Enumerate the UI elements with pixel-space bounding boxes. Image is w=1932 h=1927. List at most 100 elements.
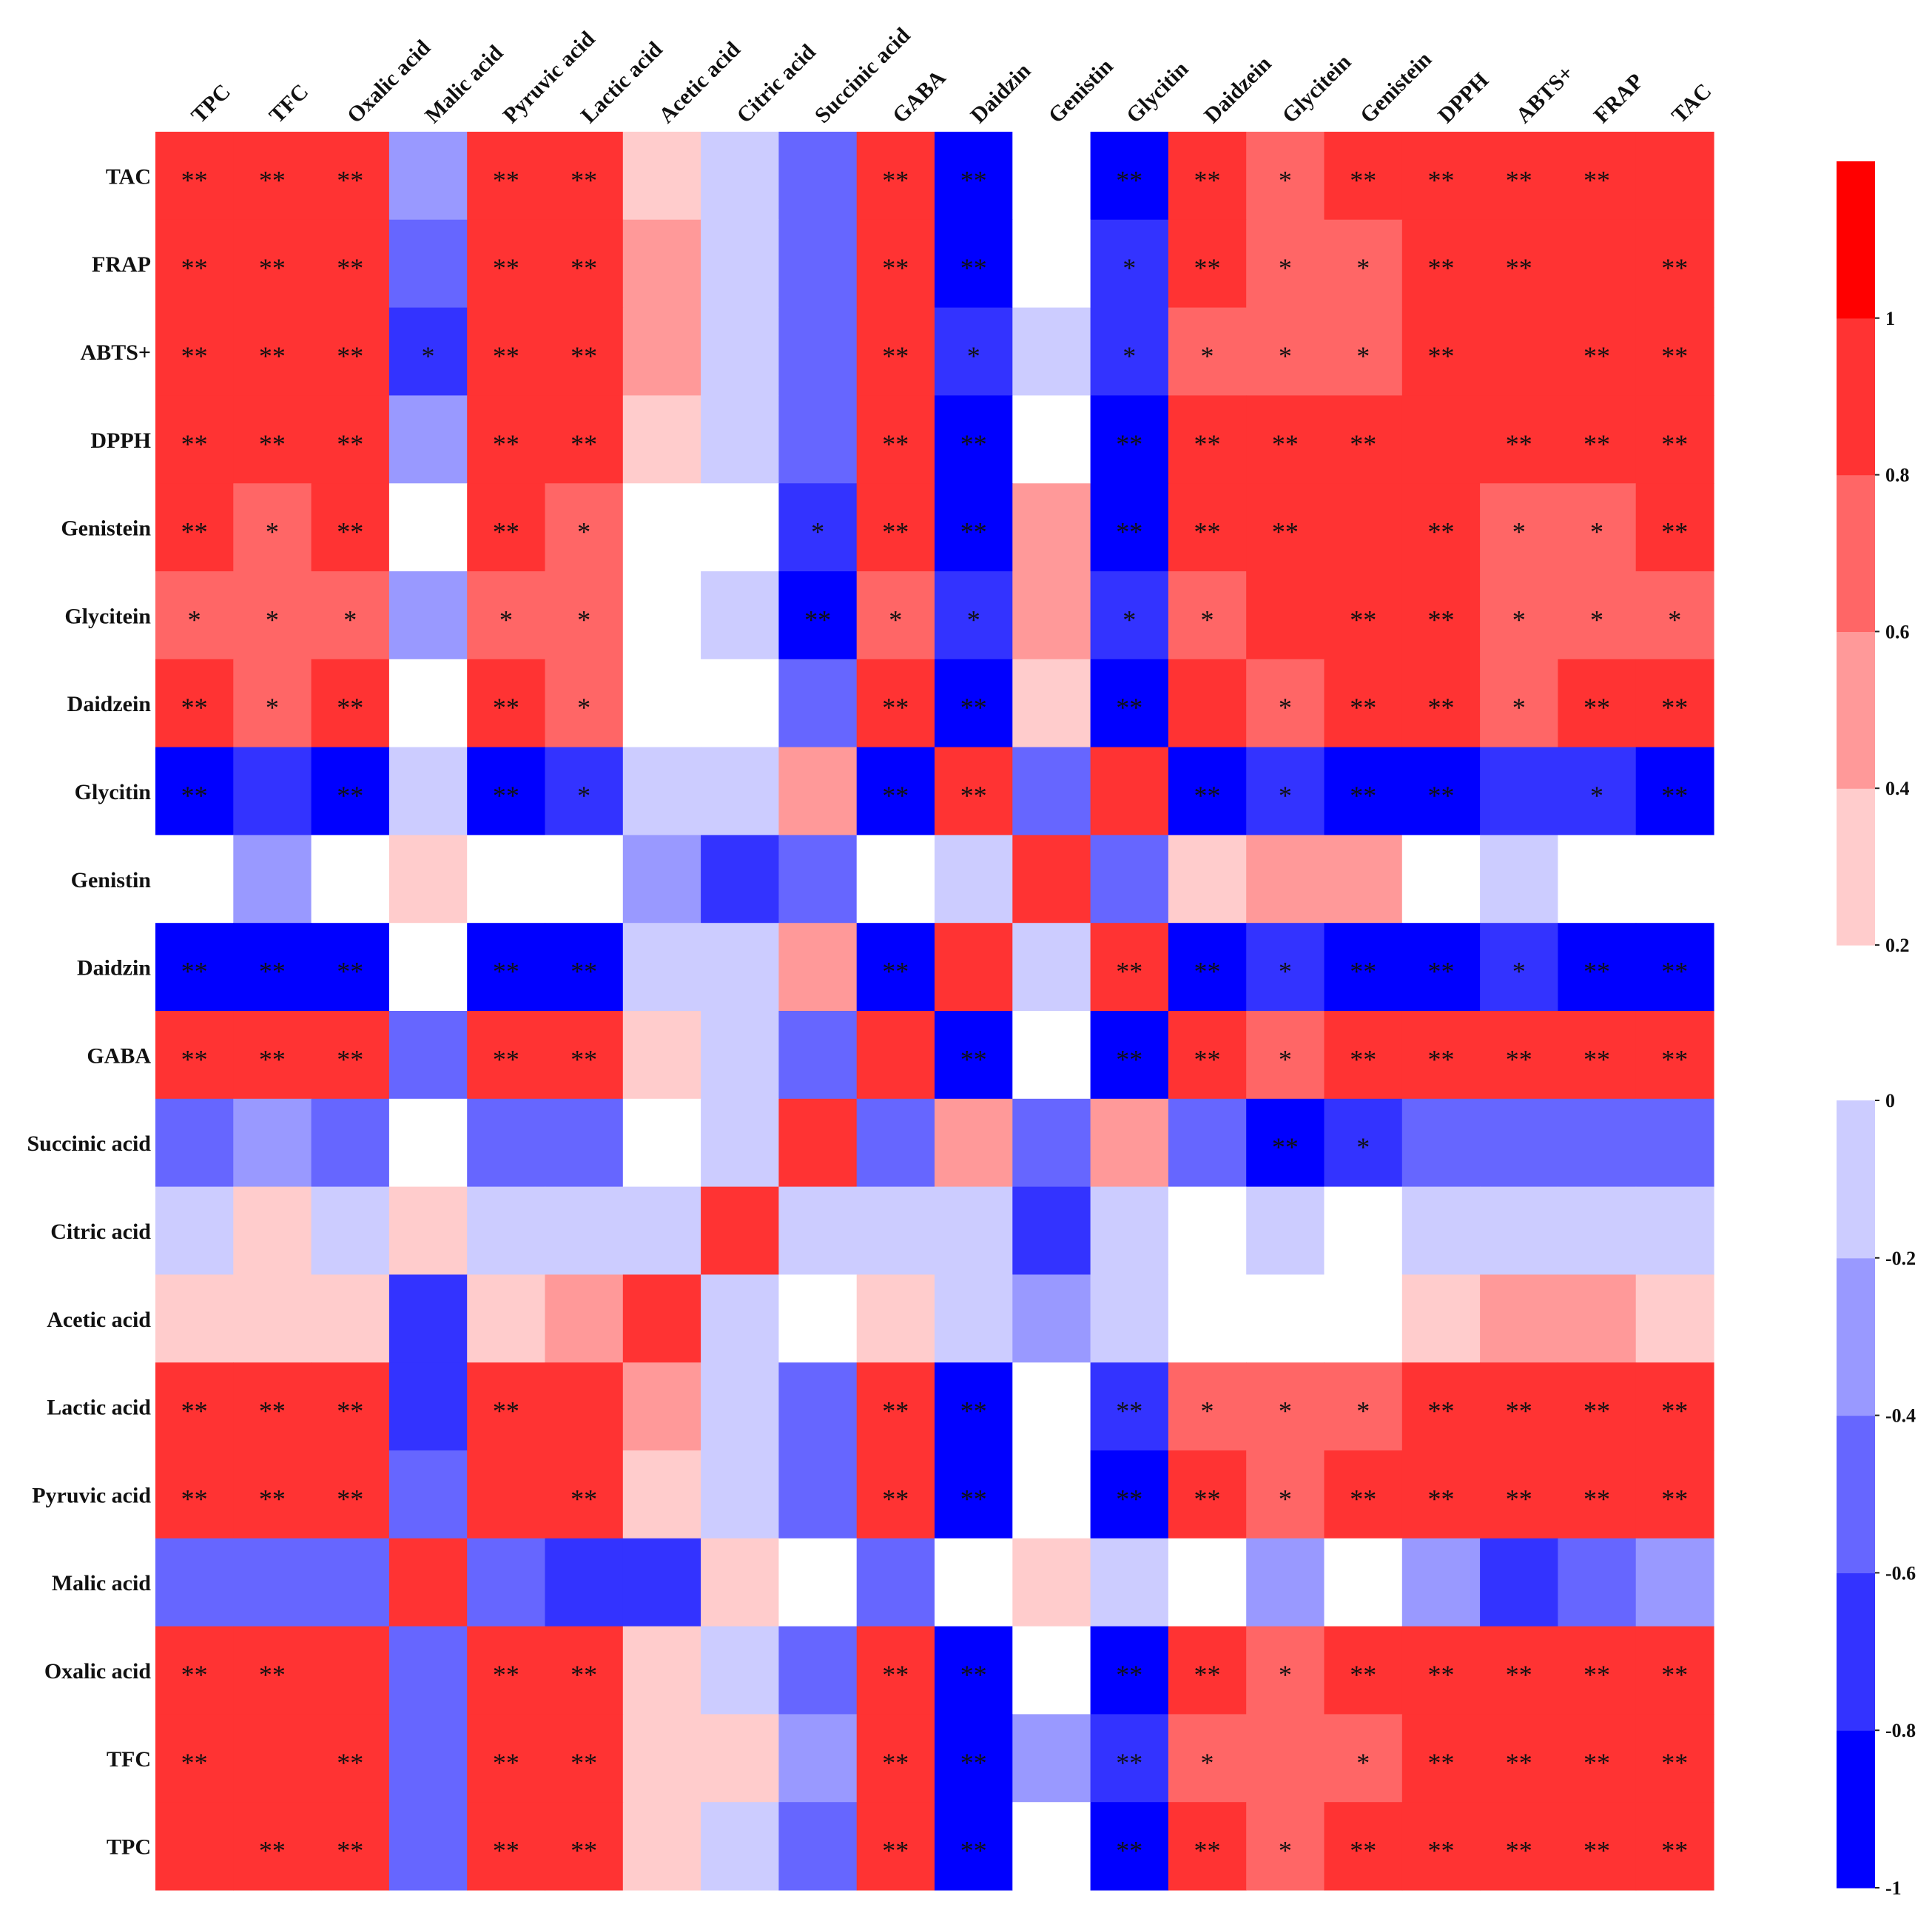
heatmap-cell <box>778 747 858 835</box>
heatmap-cell <box>701 747 779 835</box>
significance-marker: * <box>1279 1660 1292 1689</box>
heatmap-cell <box>1558 923 1637 1012</box>
colorbar-swatch <box>1837 1100 1875 1259</box>
significance-marker: ** <box>1428 957 1455 986</box>
heatmap-cell <box>233 1714 312 1803</box>
heatmap-cell <box>545 1450 624 1539</box>
significance-marker: ** <box>1272 429 1299 459</box>
heatmap-cell <box>935 1450 1013 1539</box>
heatmap-cell <box>701 395 779 484</box>
heatmap-cell <box>856 1274 935 1363</box>
significance-marker: ** <box>1506 1748 1532 1778</box>
heatmap-cell <box>1635 747 1714 835</box>
heatmap-cell <box>1090 747 1169 835</box>
significance-marker: * <box>1279 1484 1292 1513</box>
significance-marker: ** <box>882 429 909 459</box>
heatmap-cell <box>388 307 468 396</box>
row-label-frap: FRAP <box>92 252 151 277</box>
significance-marker: ** <box>1583 1660 1610 1689</box>
heatmap-cell <box>311 571 390 660</box>
heatmap-cell <box>1168 1186 1247 1275</box>
heatmap-cell <box>778 835 858 924</box>
significance-marker: ** <box>1661 517 1688 547</box>
heatmap-cell <box>1246 571 1325 660</box>
heatmap-cell <box>1558 219 1637 309</box>
heatmap-cell <box>1401 571 1481 660</box>
heatmap-cell <box>856 1011 935 1100</box>
heatmap-cell <box>545 219 624 309</box>
heatmap-cell <box>311 1802 390 1891</box>
heatmap-cell <box>1168 1714 1247 1803</box>
heatmap-cell <box>701 923 779 1012</box>
heatmap-cell <box>1480 483 1558 572</box>
heatmap-cell <box>935 1714 1013 1803</box>
heatmap-cell <box>1246 835 1325 924</box>
heatmap-cell <box>701 1011 779 1100</box>
significance-marker: ** <box>882 341 909 371</box>
heatmap-cell <box>1090 1011 1169 1100</box>
colorbar-tick-label: 0.6 <box>1885 621 1910 642</box>
heatmap-cell <box>935 307 1013 396</box>
significance-marker: * <box>1279 1396 1292 1426</box>
heatmap-cell <box>311 1011 390 1100</box>
significance-marker: ** <box>493 253 519 283</box>
heatmap-cell <box>1012 1011 1091 1100</box>
heatmap-cell <box>467 659 546 748</box>
heatmap-cell <box>1558 1274 1637 1363</box>
heatmap-cell <box>311 747 390 835</box>
heatmap-cell <box>701 659 779 748</box>
significance-marker: ** <box>1583 341 1610 371</box>
heatmap-cell <box>467 1274 546 1363</box>
heatmap-cell <box>622 1714 701 1803</box>
heatmap-cell <box>1090 659 1169 748</box>
heatmap-cell <box>1635 1362 1714 1451</box>
heatmap-cell <box>545 132 624 221</box>
significance-marker: ** <box>259 957 286 986</box>
column-label-tfc: TFC <box>265 79 314 128</box>
significance-marker: ** <box>493 341 519 371</box>
heatmap-cell <box>233 1626 312 1715</box>
significance-markers: ** ** ** ** ** ** ** ** ** * ** ** ** **** ** ** ** ** ** *… <box>181 165 1689 1865</box>
heatmap-cell <box>1168 219 1247 309</box>
significance-marker: ** <box>1661 781 1688 810</box>
colorbar-swatch <box>1837 788 1875 946</box>
heatmap-cell <box>1558 395 1637 484</box>
heatmap-cell <box>622 571 701 660</box>
significance-marker: ** <box>570 341 597 371</box>
significance-marker: ** <box>1194 1044 1221 1074</box>
significance-marker: * <box>266 517 279 547</box>
heatmap-cell <box>701 132 779 221</box>
significance-marker: ** <box>1116 693 1142 722</box>
significance-marker: ** <box>337 341 363 371</box>
row-label-oxalic-acid: Oxalic acid <box>44 1659 151 1684</box>
heatmap-cell <box>935 219 1013 309</box>
heatmap-cell <box>935 395 1013 484</box>
heatmap-cell <box>701 835 779 924</box>
significance-marker: * <box>577 605 590 634</box>
significance-marker: ** <box>1350 1044 1376 1074</box>
heatmap-cell <box>311 1450 390 1539</box>
heatmap-cell <box>1168 307 1247 396</box>
heatmap-cell <box>1635 1274 1714 1363</box>
heatmap-cell <box>233 219 312 309</box>
heatmap-cell <box>1246 395 1325 484</box>
heatmap-cell <box>1090 1186 1169 1275</box>
significance-marker: * <box>1201 1748 1214 1778</box>
heatmap-cell <box>1480 1626 1558 1715</box>
significance-marker: ** <box>337 1836 363 1866</box>
heatmap-cell <box>1401 1714 1481 1803</box>
significance-marker: ** <box>1194 781 1221 810</box>
heatmap-cell <box>701 1538 779 1627</box>
heatmap-cell <box>1401 483 1481 572</box>
heatmap-cell <box>233 307 312 396</box>
heatmap-cell <box>545 1626 624 1715</box>
significance-marker: ** <box>1428 693 1455 722</box>
heatmap-cell <box>155 1626 234 1715</box>
significance-marker: ** <box>493 1396 519 1426</box>
significance-marker: ** <box>960 1484 987 1513</box>
heatmap-cell <box>1090 1802 1169 1891</box>
significance-marker: * <box>1590 517 1603 547</box>
heatmap-cell <box>1324 395 1403 484</box>
significance-marker: ** <box>181 1748 208 1778</box>
heatmap-cell <box>1324 132 1403 221</box>
